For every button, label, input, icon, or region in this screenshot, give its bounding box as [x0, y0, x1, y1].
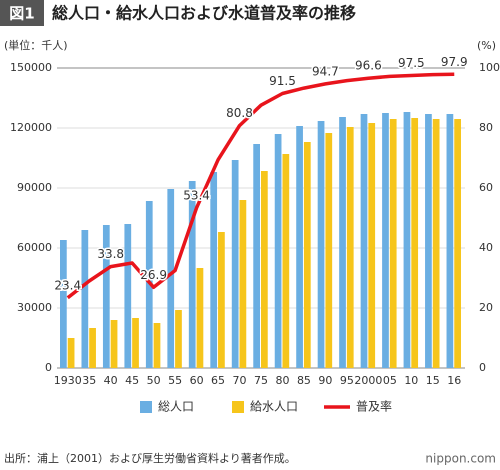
bar	[382, 113, 389, 368]
x-tick-label: 65	[211, 374, 225, 387]
bar	[153, 323, 161, 368]
x-tick-label: 75	[254, 374, 268, 387]
bar	[425, 114, 432, 368]
y-tick-label: 150000	[10, 61, 52, 74]
bar	[167, 189, 175, 368]
x-tick-label: 10	[404, 374, 418, 387]
x-tick-label: 45	[125, 374, 139, 387]
bar	[303, 142, 311, 368]
y-tick-label: 0	[45, 361, 52, 374]
bar	[210, 172, 218, 368]
y2-tick-label: 40	[479, 241, 493, 254]
y-tick-label: 90000	[17, 181, 52, 194]
x-tick-label: 50	[147, 374, 161, 387]
bar	[124, 224, 132, 368]
bar	[218, 232, 225, 368]
data-label: 33.8	[97, 247, 124, 261]
data-label: 53.4	[183, 188, 210, 202]
y2-tick-label: 0	[479, 361, 486, 374]
figure-label-box	[0, 0, 44, 26]
bar	[296, 126, 303, 368]
x-tick-label: 85	[297, 374, 311, 387]
x-tick-label: 1930	[54, 374, 82, 387]
x-tick-label: 80	[275, 374, 289, 387]
data-label: 91.5	[269, 74, 296, 88]
bar	[346, 127, 354, 368]
x-tick-label: 55	[168, 374, 182, 387]
bar	[368, 123, 376, 368]
x-tick-label: 90	[318, 374, 332, 387]
x-tick-label: 70	[233, 374, 247, 387]
bar	[132, 318, 139, 368]
credit: nippon.com	[425, 452, 496, 466]
bar	[325, 133, 333, 368]
data-label: 96.6	[355, 59, 382, 73]
bar	[67, 338, 75, 368]
chart-title: 総人口・給水人口および水道普及率の推移	[52, 4, 356, 23]
figure-label: 図1	[9, 5, 34, 23]
x-tick-label: 2000	[354, 374, 382, 387]
legend-label: 給水人口	[250, 400, 298, 414]
source: 出所：浦上（2001）および厚生労働省資料より著者作成。	[4, 451, 296, 465]
bar	[454, 119, 461, 368]
legend-label: 総人口	[158, 400, 194, 414]
bar	[360, 114, 368, 368]
bar	[239, 200, 247, 368]
bar	[389, 119, 397, 368]
bar	[175, 310, 182, 368]
x-tick-label: 35	[82, 374, 96, 387]
bar	[446, 114, 454, 368]
bar	[411, 118, 419, 368]
bar	[261, 171, 268, 368]
data-label: 97.9	[441, 55, 468, 69]
bar	[274, 134, 282, 368]
legend-swatch	[232, 401, 244, 413]
bar	[253, 144, 260, 368]
bar	[231, 160, 239, 368]
x-tick-label: 95	[340, 374, 354, 387]
y-tick-label: 30000	[17, 301, 52, 314]
y-tick-label: 60000	[17, 241, 52, 254]
data-label: 26.9	[140, 268, 167, 282]
bar	[110, 320, 118, 368]
data-label: 80.8	[226, 106, 253, 120]
y-axis-label: (単位：千人)	[4, 38, 68, 52]
y-tick-label: 120000	[10, 121, 52, 134]
legend-label: 普及率	[356, 399, 392, 414]
x-tick-label: 60	[190, 374, 204, 387]
bar	[339, 117, 346, 368]
bar	[432, 119, 440, 368]
y2-tick-label: 20	[479, 301, 493, 314]
y2-axis-label: (%)	[477, 39, 496, 52]
bar	[403, 112, 411, 368]
bar	[317, 121, 325, 368]
y2-tick-label: 60	[479, 181, 493, 194]
data-label: 97.5	[398, 56, 425, 70]
legend-swatch	[140, 401, 152, 413]
bar	[89, 328, 96, 368]
bar	[60, 240, 67, 368]
data-label: 94.7	[312, 64, 339, 78]
bar	[282, 154, 290, 368]
bar	[102, 225, 110, 368]
line	[66, 72, 455, 300]
bar	[196, 268, 204, 368]
bar	[81, 230, 89, 368]
data-label: 23.4	[54, 278, 81, 292]
y2-tick-label: 80	[479, 121, 493, 134]
x-tick-label: 15	[426, 374, 440, 387]
y2-tick-label: 100	[479, 61, 500, 74]
bar	[188, 181, 196, 368]
x-tick-label: 05	[383, 374, 397, 387]
x-tick-label: 40	[104, 374, 118, 387]
x-tick-label: 16	[447, 374, 461, 387]
